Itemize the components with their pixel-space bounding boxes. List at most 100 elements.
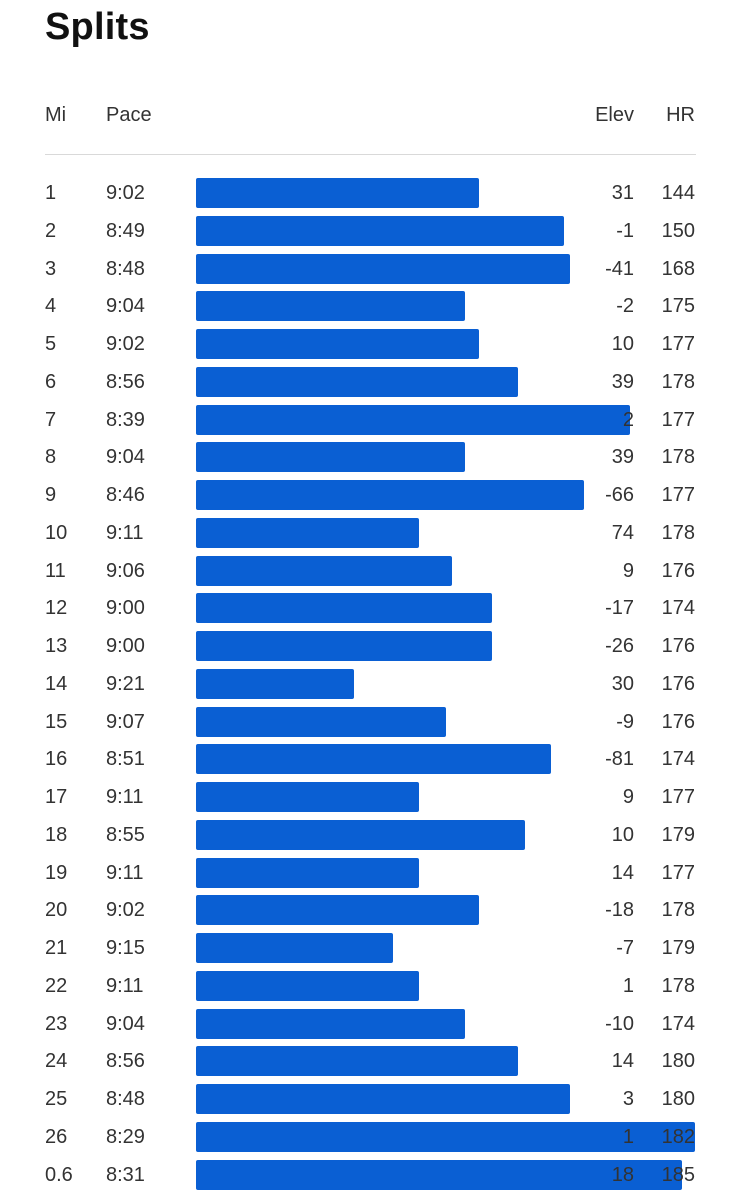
split-pace: 8:31 (106, 1163, 145, 1186)
pace-bar (196, 819, 525, 850)
split-row: 3 8:48 -41 168 (0, 250, 741, 288)
split-heart-rate: 174 (661, 748, 695, 771)
split-row: 15 9:07 -9 176 (0, 703, 741, 741)
split-pace: 8:55 (106, 823, 145, 846)
split-heart-rate: 176 (661, 710, 695, 733)
split-row: 2 8:49 -1 150 (0, 212, 741, 250)
split-heart-rate: 178 (661, 974, 695, 997)
split-mile: 25 (45, 1088, 68, 1110)
pace-bar (196, 178, 479, 208)
split-pace: 9:00 (106, 597, 145, 620)
split-row: 8 9:04 39 178 (0, 438, 741, 476)
split-mile: 7 (45, 408, 57, 431)
split-elevation: 1 (622, 974, 634, 997)
header-divider (45, 154, 696, 155)
split-heart-rate: 177 (661, 408, 695, 431)
pace-bar (196, 970, 420, 1001)
split-mile: 3 (45, 257, 57, 280)
split-elevation: -7 (616, 937, 634, 959)
split-elevation: 30 (611, 672, 634, 695)
split-pace: 9:11 (106, 974, 144, 997)
pace-bar (196, 480, 584, 510)
pace-bar (196, 1046, 518, 1077)
split-heart-rate: 174 (661, 597, 695, 620)
split-elevation: -66 (605, 484, 634, 506)
split-row: 7 8:39 2 177 (0, 401, 741, 439)
split-heart-rate: 177 (661, 861, 695, 884)
split-row: 12 9:00 -17 174 (0, 589, 741, 627)
split-heart-rate: 177 (661, 484, 695, 506)
split-elevation: 39 (611, 446, 634, 469)
split-row: 23 9:04 -10 174 (0, 1005, 741, 1043)
split-row: 1 9:02 31 144 (0, 174, 741, 212)
split-heart-rate: 178 (661, 521, 695, 544)
split-row: 10 9:11 74 178 (0, 514, 741, 552)
split-row: 4 9:04 -2 175 (0, 287, 741, 325)
split-pace: 8:51 (106, 748, 145, 771)
pace-bar (196, 895, 479, 926)
split-row: 11 9:06 9 176 (0, 552, 741, 590)
split-elevation: 39 (611, 370, 634, 393)
split-mile: 2 (45, 219, 57, 242)
split-mile: 10 (45, 521, 68, 544)
split-elevation: -17 (605, 597, 634, 620)
split-mile: 19 (45, 861, 68, 884)
split-pace: 9:04 (106, 1012, 145, 1035)
split-row: 24 8:56 14 180 (0, 1042, 741, 1080)
split-heart-rate: 178 (661, 370, 695, 393)
pace-bar (196, 744, 551, 775)
split-pace: 9:11 (106, 521, 144, 544)
split-row: 13 9:00 -26 176 (0, 627, 741, 665)
split-heart-rate: 180 (661, 1050, 695, 1073)
split-heart-rate: 177 (661, 333, 695, 355)
split-elevation: 1 (622, 1125, 634, 1148)
split-elevation: -1 (616, 219, 634, 242)
pace-bar (196, 366, 518, 397)
pace-bar (196, 631, 492, 661)
split-pace: 9:07 (106, 710, 145, 733)
mile-column-header: Mi (45, 104, 67, 126)
split-mile: 5 (45, 333, 57, 355)
split-pace: 9:02 (106, 899, 145, 922)
split-heart-rate: 185 (661, 1163, 695, 1186)
split-mile: 13 (45, 635, 68, 657)
pace-column-header: Pace (106, 104, 152, 126)
split-elevation: -9 (616, 710, 634, 733)
pace-bar (196, 668, 354, 699)
split-pace: 9:02 (106, 333, 145, 355)
split-elevation: 9 (622, 559, 634, 582)
split-mile: 1 (45, 182, 57, 204)
pace-bar (196, 291, 466, 322)
split-elevation: 74 (611, 521, 634, 544)
pace-bar (196, 555, 453, 586)
split-elevation: -26 (605, 635, 634, 657)
split-mile: 22 (45, 974, 68, 997)
split-row: 17 9:11 9 177 (0, 778, 741, 816)
split-pace: 9:02 (106, 182, 145, 204)
split-mile: 9 (45, 484, 57, 506)
split-pace: 9:04 (106, 295, 145, 318)
split-row: 19 9:11 14 177 (0, 854, 741, 892)
split-row: 9 8:46 -66 177 (0, 476, 741, 514)
split-mile: 26 (45, 1125, 68, 1148)
split-heart-rate: 144 (661, 182, 695, 204)
split-pace: 8:39 (106, 408, 145, 431)
pace-bar (196, 933, 394, 963)
split-elevation: 14 (611, 1050, 634, 1073)
pace-bar (196, 215, 564, 246)
split-heart-rate: 179 (661, 823, 695, 846)
split-mile: 16 (45, 748, 68, 771)
pace-bar (196, 329, 479, 359)
split-row: 25 8:48 3 180 (0, 1080, 741, 1118)
split-row: 14 9:21 30 176 (0, 665, 741, 703)
pace-bar (196, 1121, 696, 1152)
split-pace: 8:29 (106, 1125, 145, 1148)
split-heart-rate: 150 (661, 219, 695, 242)
split-elevation: 2 (622, 408, 634, 431)
split-row: 26 8:29 1 182 (0, 1118, 741, 1156)
split-mile: 21 (45, 937, 68, 959)
split-mile: 24 (45, 1050, 68, 1073)
split-row: 20 9:02 -18 178 (0, 891, 741, 929)
split-elevation: 10 (611, 823, 634, 846)
